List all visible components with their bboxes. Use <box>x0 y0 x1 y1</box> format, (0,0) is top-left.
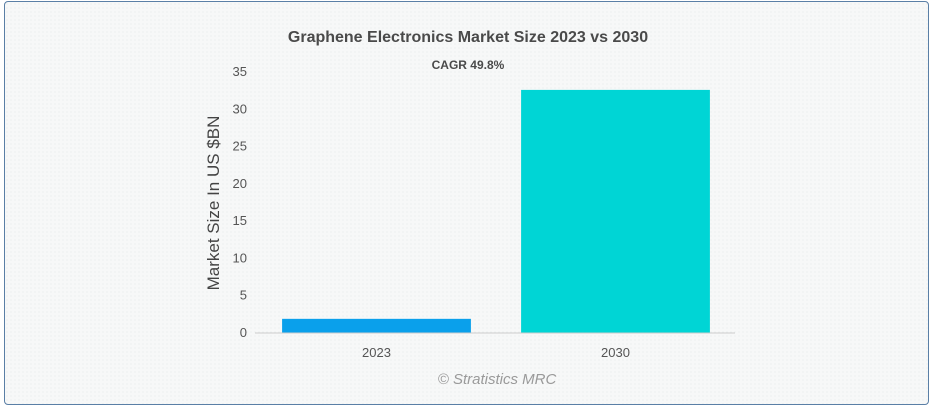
y-tick-label: 30 <box>233 101 247 116</box>
bars-group <box>282 89 710 333</box>
chart-title: Graphene Electronics Market Size 2023 vs… <box>288 29 648 46</box>
y-tick-label: 0 <box>240 325 247 340</box>
bar-2023[interactable] <box>282 318 471 333</box>
y-tick-label: 35 <box>233 64 247 79</box>
y-tick-label: 10 <box>233 250 247 265</box>
y-tick-label: 20 <box>233 176 247 191</box>
x-tick-label: 2030 <box>601 345 630 360</box>
y-axis-ticks: 0 5 10 15 20 25 30 35 <box>233 64 247 340</box>
y-tick-label: 5 <box>240 288 247 303</box>
y-axis-label: Market Size In US $BN <box>204 116 223 291</box>
chart-frame <box>4 1 929 405</box>
x-axis-ticks: 2023 2030 <box>362 345 630 360</box>
y-tick-label: 15 <box>233 213 247 228</box>
chart-subtitle: CAGR 49.8% <box>432 58 505 72</box>
bar-2030[interactable] <box>521 89 710 333</box>
x-tick-label: 2023 <box>362 345 391 360</box>
chart-credit: © Stratistics MRC <box>438 371 557 388</box>
y-tick-label: 25 <box>233 139 247 154</box>
